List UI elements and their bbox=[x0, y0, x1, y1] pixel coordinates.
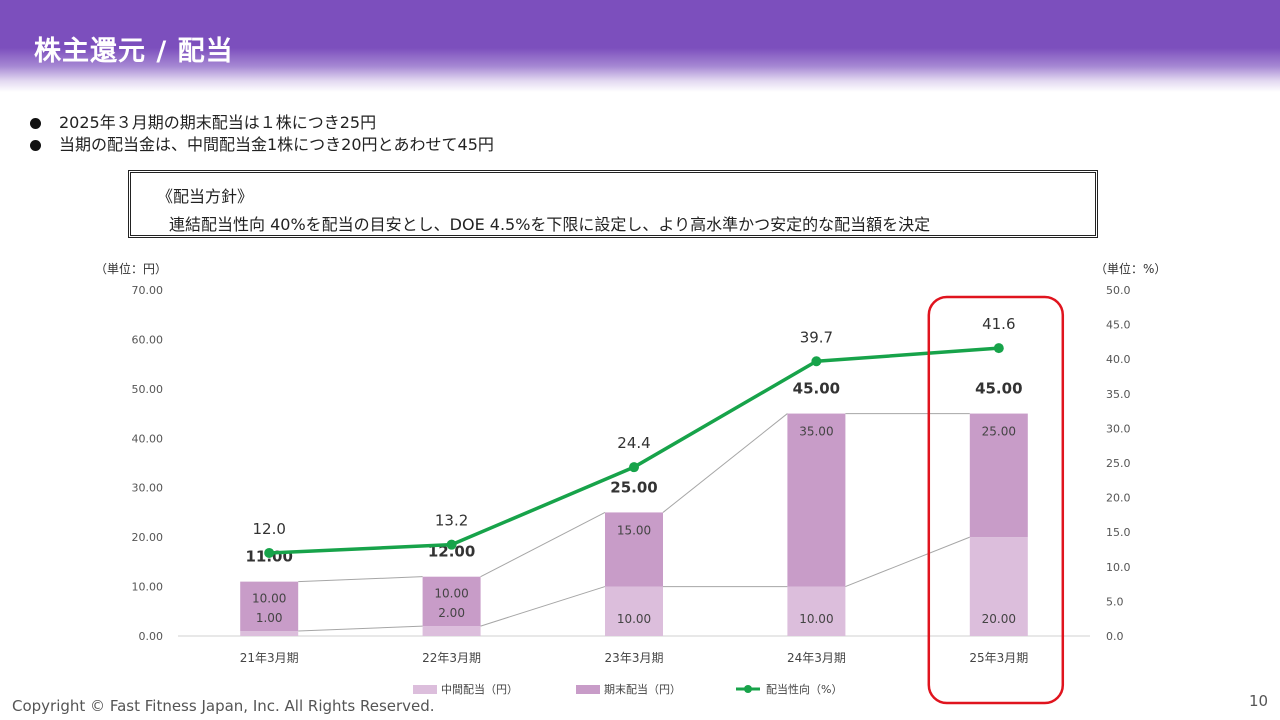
y-right-tick-label: 35.0 bbox=[1106, 388, 1131, 401]
payout-ratio-label: 41.6 bbox=[982, 315, 1015, 333]
bar-interim bbox=[787, 586, 846, 636]
payout-ratio-point bbox=[446, 539, 457, 550]
total-connector-line bbox=[298, 576, 423, 583]
bullet-list: 2025年３月期の期末配当は１株につき25円 当期の配当金は、中間配当金1株につ… bbox=[30, 112, 494, 156]
page-number: 10 bbox=[1249, 692, 1269, 710]
y-right-tick-label: 10.0 bbox=[1106, 561, 1131, 574]
y-right-tick-label: 15.0 bbox=[1106, 526, 1131, 539]
bar-interim bbox=[969, 537, 1028, 636]
legend-swatch bbox=[413, 685, 437, 694]
y-left-tick-label: 50.00 bbox=[132, 383, 164, 396]
y-left-tick-label: 20.00 bbox=[132, 531, 164, 544]
y-right-tick-label: 50.0 bbox=[1106, 284, 1131, 297]
y-left-tick-label: 30.00 bbox=[132, 482, 164, 495]
legend-label: 期末配当（円） bbox=[604, 682, 681, 696]
payout-ratio-point bbox=[629, 462, 639, 473]
bullet-item: 2025年３月期の期末配当は１株につき25円 bbox=[30, 112, 494, 134]
interim-connector-line bbox=[480, 586, 606, 627]
highlight-box bbox=[927, 295, 1065, 705]
dividend-policy-box: 《配当方針》 連結配当性向 40%を配当の目安とし、DOE 4.5%を下限に設定… bbox=[128, 170, 1098, 238]
bar-year-end-label: 10.00 bbox=[252, 592, 286, 606]
bar-interim-label: 10.00 bbox=[799, 612, 833, 626]
bar-total-label: 45.00 bbox=[975, 380, 1022, 398]
y-right-tick-label: 40.0 bbox=[1106, 353, 1131, 366]
policy-text: 連結配当性向 40%を配当の目安とし、DOE 4.5%を下限に設定し、より高水準… bbox=[169, 215, 931, 234]
y-left-tick-label: 10.00 bbox=[132, 581, 164, 594]
bar-interim bbox=[605, 586, 663, 636]
bar-interim bbox=[240, 631, 299, 636]
bullet-text: 2025年３月期の期末配当は１株につき25円 bbox=[59, 113, 377, 132]
y-left-tick-label: 40.00 bbox=[132, 432, 164, 445]
bar-interim-label: 10.00 bbox=[617, 612, 651, 626]
bullet-dot-icon bbox=[30, 117, 41, 129]
title-banner: 株主還元 / 配当 bbox=[0, 0, 1280, 92]
y-left-tick-label: 60.00 bbox=[132, 333, 164, 346]
y-right-tick-label: 20.0 bbox=[1106, 492, 1131, 505]
bar-year-end-label: 15.00 bbox=[617, 523, 651, 537]
payout-ratio-label: 39.7 bbox=[800, 328, 833, 346]
payout-ratio-point bbox=[264, 547, 275, 558]
bullet-item: 当期の配当金は、中間配当金1株につき20円とあわせて45円 bbox=[30, 134, 494, 156]
bar-year-end-label: 25.00 bbox=[982, 425, 1016, 439]
bar-interim-label: 2.00 bbox=[438, 606, 465, 620]
payout-ratio-label: 13.2 bbox=[435, 512, 468, 530]
x-tick-label: 23年3月期 bbox=[605, 651, 664, 665]
legend-swatch bbox=[576, 685, 600, 694]
y-right-unit-label: （単位：%） bbox=[1095, 261, 1166, 276]
y-right-tick-label: 45.0 bbox=[1106, 319, 1131, 332]
interim-connector-line bbox=[845, 536, 970, 588]
y-left-tick-label: 70.00 bbox=[132, 284, 164, 297]
bar-year-end bbox=[422, 576, 481, 627]
bar-year-end bbox=[605, 512, 663, 587]
x-tick-label: 21年3月期 bbox=[240, 651, 299, 665]
total-connector-line bbox=[480, 511, 606, 578]
y-left-unit-label: （単位：円） bbox=[95, 261, 167, 276]
payout-ratio-point bbox=[811, 356, 822, 367]
bar-total-label: 12.00 bbox=[428, 543, 475, 561]
bar-year-end bbox=[240, 581, 299, 632]
y-right-tick-label: 25.0 bbox=[1106, 457, 1131, 470]
payout-ratio-label: 24.4 bbox=[617, 434, 650, 452]
bar-interim-label: 20.00 bbox=[982, 612, 1016, 626]
bar-interim bbox=[422, 626, 481, 636]
page-title: 株主還元 / 配当 bbox=[34, 36, 234, 67]
bar-year-end-label: 10.00 bbox=[434, 587, 468, 601]
copyright-text: Copyright © Fast Fitness Japan, Inc. All… bbox=[12, 697, 435, 715]
legend-marker bbox=[744, 685, 752, 693]
bar-year-end bbox=[787, 413, 846, 587]
bar-total-label: 45.00 bbox=[793, 380, 840, 398]
bar-interim-label: 1.00 bbox=[256, 611, 283, 625]
y-left-tick-label: 0.00 bbox=[139, 630, 164, 643]
x-tick-label: 25年3月期 bbox=[969, 651, 1028, 665]
legend-label: 中間配当（円） bbox=[441, 682, 518, 696]
x-tick-label: 22年3月期 bbox=[422, 651, 481, 665]
y-right-tick-label: 30.0 bbox=[1106, 422, 1131, 435]
legend-label: 配当性向（%） bbox=[766, 682, 842, 696]
bar-total-label: 25.00 bbox=[610, 478, 657, 496]
bar-year-end-label: 35.00 bbox=[799, 425, 833, 439]
payout-ratio-label: 12.0 bbox=[252, 520, 285, 538]
y-right-tick-label: 0.0 bbox=[1106, 630, 1124, 643]
bullet-dot-icon bbox=[30, 139, 41, 151]
x-tick-label: 24年3月期 bbox=[787, 651, 846, 665]
y-right-tick-label: 5.0 bbox=[1106, 595, 1124, 608]
policy-heading: 《配当方針》 bbox=[157, 187, 254, 206]
bar-year-end bbox=[969, 413, 1028, 538]
interim-connector-line bbox=[298, 625, 423, 632]
bullet-text: 当期の配当金は、中間配当金1株につき20円とあわせて45円 bbox=[59, 135, 494, 154]
payout-ratio-point bbox=[993, 343, 1004, 354]
total-connector-line bbox=[662, 413, 788, 513]
